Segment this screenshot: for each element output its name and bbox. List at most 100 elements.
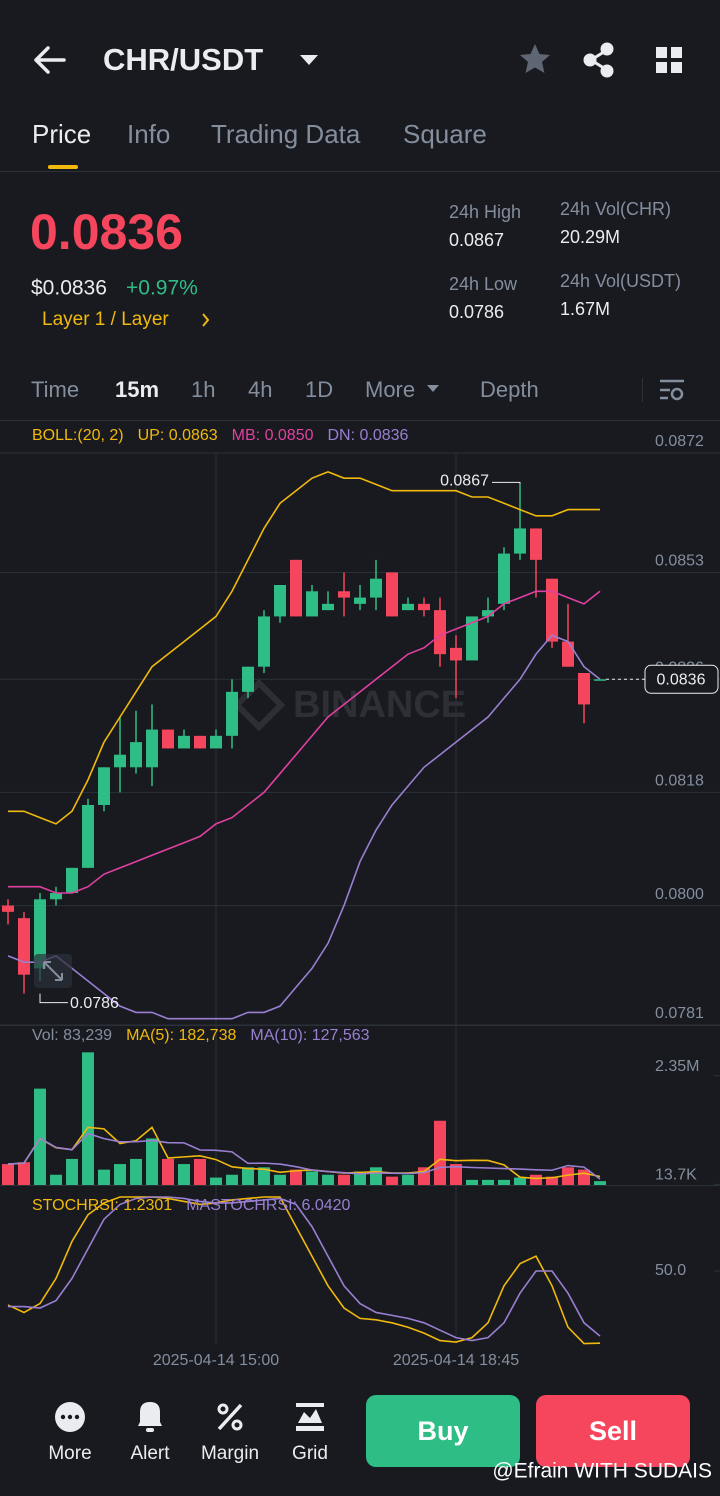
interval[interactable]: Time: [31, 377, 79, 402]
interval[interactable]: 1h: [191, 377, 215, 402]
action-label[interactable]: More: [48, 1443, 91, 1464]
pair-title[interactable]: CHR/USDT: [103, 42, 263, 77]
candle-body: [210, 735, 222, 749]
buy-label[interactable]: Buy: [417, 1416, 468, 1446]
volume-bar: [290, 1169, 302, 1185]
indicator-line: [7, 1196, 601, 1345]
watermark-text: BINANCE: [293, 684, 466, 726]
last-price-label: 0.0836: [657, 672, 706, 689]
candle-body: [178, 735, 190, 749]
tab-info[interactable]: Info: [127, 119, 170, 149]
candle-body: [466, 616, 478, 661]
volume-bar: [98, 1169, 110, 1185]
last-price-box: [644, 664, 719, 694]
indicator-line: [8, 1196, 601, 1342]
sell-button[interactable]: [536, 1395, 690, 1467]
interval-more[interactable]: More: [365, 377, 415, 402]
depth-tab[interactable]: Depth: [480, 377, 539, 402]
expand-icon[interactable]: [34, 954, 72, 988]
candle-body: [450, 647, 462, 661]
interval-active[interactable]: 15m: [115, 377, 159, 402]
candle-body: [402, 603, 414, 611]
action-label[interactable]: Grid: [292, 1443, 328, 1464]
candle-body: [498, 553, 510, 604]
more-icon[interactable]: [55, 1402, 85, 1432]
volume-bar: [514, 1177, 526, 1185]
stat-label: 24h High: [449, 202, 521, 222]
candle-body: [242, 666, 254, 692]
candle-body: [514, 528, 526, 554]
indicator-legend: STOCHRSI: 1.2301: [32, 1197, 172, 1214]
tab-price[interactable]: Price: [32, 119, 91, 149]
candle-body: [546, 578, 558, 642]
volume-bar: [114, 1164, 126, 1185]
candle-body: [226, 691, 238, 736]
candle-body: [562, 641, 574, 667]
interval[interactable]: 4h: [248, 377, 272, 402]
indicator-line: [7, 1132, 601, 1180]
candle-body: [98, 767, 110, 805]
stat-value: 1.67M: [560, 299, 610, 319]
margin-icon[interactable]: [217, 1403, 243, 1431]
volume-bar: [18, 1162, 30, 1185]
candle-body: [482, 610, 494, 617]
sell-label[interactable]: Sell: [589, 1416, 637, 1446]
indicator-legend: UP: 0.0863: [138, 427, 218, 444]
pair-dropdown[interactable]: [300, 55, 318, 65]
last-price: 0.0836: [30, 204, 183, 260]
indicator-line: [8, 470, 600, 825]
candle-body: [50, 893, 62, 900]
volume-bar: [418, 1167, 430, 1185]
candle-body: [18, 918, 30, 975]
candle-body: [530, 528, 542, 560]
tab-square[interactable]: Square: [403, 119, 487, 149]
y-tick-label: 50.0: [655, 1262, 686, 1279]
action-label[interactable]: Alert: [130, 1443, 170, 1464]
volume-bar: [210, 1177, 222, 1185]
back-button[interactable]: [34, 46, 66, 74]
candle-body: [34, 899, 46, 969]
volume-bar: [450, 1164, 462, 1185]
stat-label: 24h Low: [449, 274, 518, 294]
indicator-legend: MA(5): 182,738: [126, 1027, 236, 1044]
chart-settings-icon[interactable]: [660, 379, 684, 401]
y-tick-label: 0.0781: [655, 1005, 704, 1022]
candle-body: [82, 805, 94, 868]
volume-bar: [322, 1174, 334, 1185]
volume-bar: [434, 1120, 446, 1185]
annotation-leader: [39, 993, 68, 1004]
category-tag[interactable]: Layer 1 / Layer: [42, 309, 169, 330]
y-tick-label: 2.35M: [655, 1058, 699, 1075]
panel-divider: [0, 1185, 720, 1186]
volume-bar: [530, 1174, 542, 1185]
annotation-leader: [492, 481, 521, 485]
layout-icon[interactable]: [656, 47, 682, 73]
grid-icon[interactable]: [296, 1403, 324, 1431]
indicator-legend: MA(10): 127,563: [250, 1027, 369, 1044]
time-label: 2025-04-14 15:00: [153, 1352, 279, 1369]
action-label[interactable]: Margin: [201, 1443, 259, 1464]
y-tick-label: 0.0853: [655, 553, 704, 570]
indicator-line: [7, 1126, 601, 1180]
favorite-icon[interactable]: [520, 44, 550, 73]
tag-chevron[interactable]: [202, 313, 210, 327]
buy-button[interactable]: [366, 1395, 520, 1467]
volume-bar: [258, 1167, 270, 1185]
more-caret[interactable]: [427, 385, 439, 392]
candle-body: [354, 597, 366, 604]
volume-bar: [338, 1174, 350, 1185]
indicator-legend: MASTOCHRSI: 6.0420: [186, 1197, 350, 1214]
volume-bar: [66, 1158, 78, 1185]
stat-label: 24h Vol(USDT): [560, 271, 681, 291]
share-icon[interactable]: [583, 42, 614, 78]
candle-body: [306, 591, 318, 617]
separator: [642, 378, 643, 402]
tab-trading-data[interactable]: Trading Data: [211, 119, 361, 149]
y-tick-label: 13.7K: [655, 1167, 697, 1184]
candle-body: [290, 559, 302, 617]
indicator-legend: BOLL:(20, 2): [32, 427, 124, 444]
interval[interactable]: 1D: [305, 377, 333, 402]
candle-body: [130, 742, 142, 768]
alert-icon[interactable]: [138, 1402, 162, 1432]
